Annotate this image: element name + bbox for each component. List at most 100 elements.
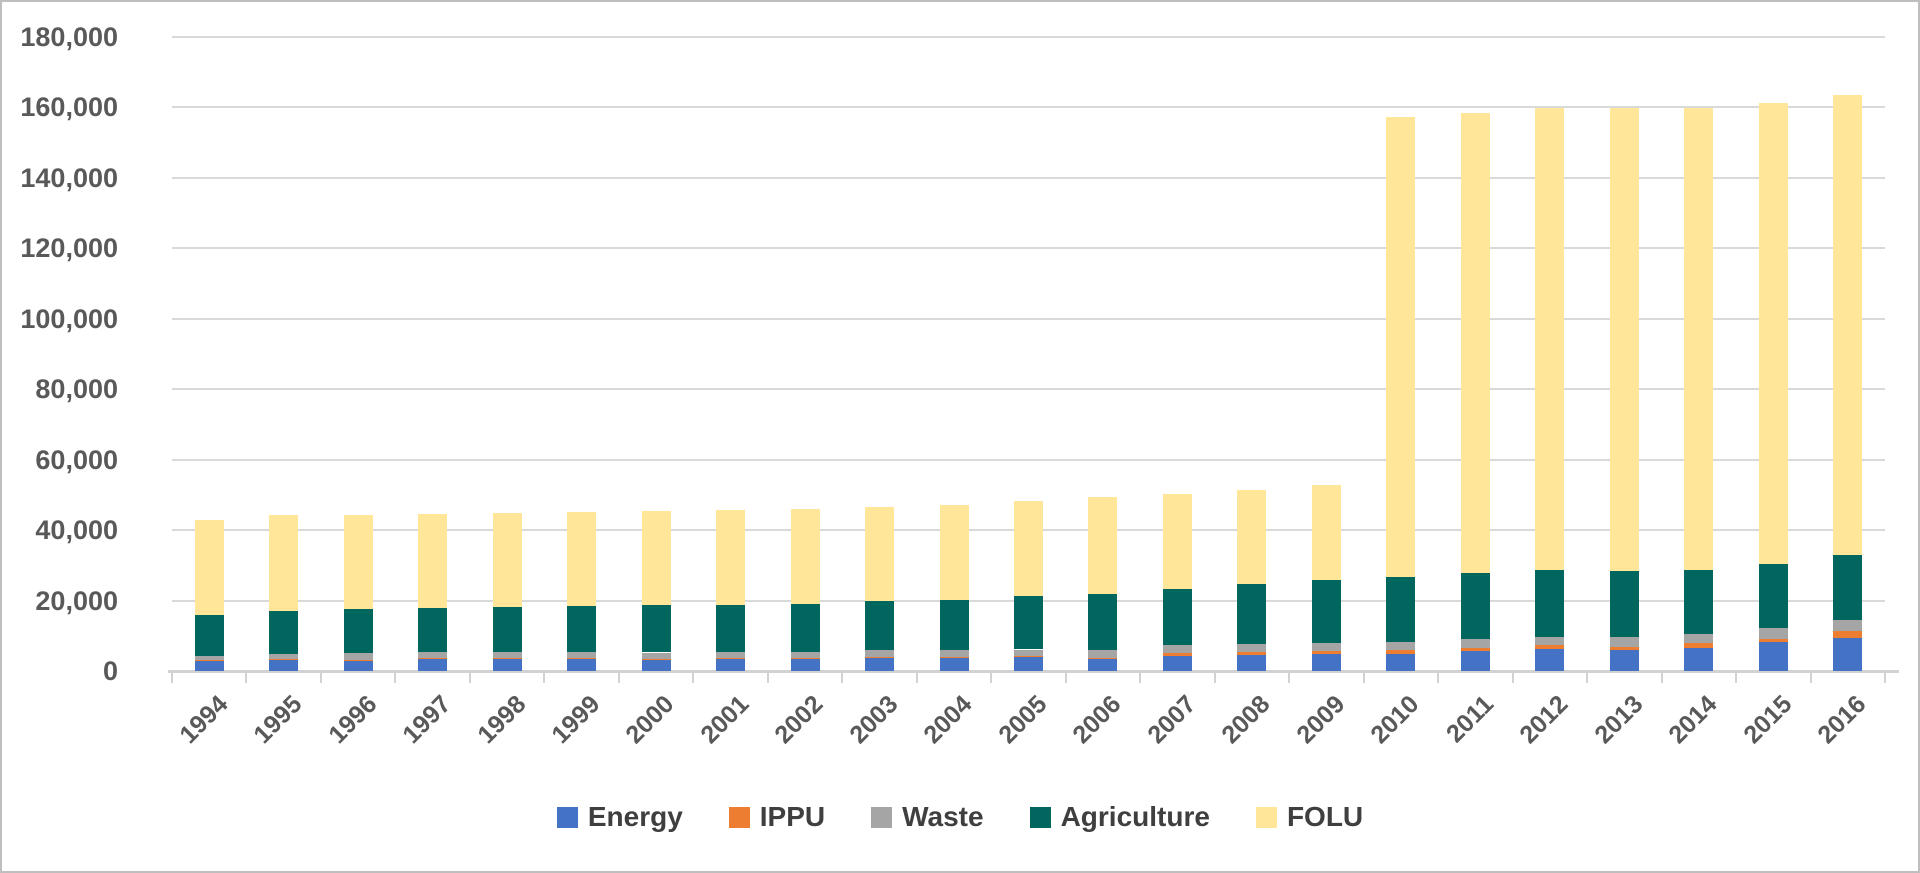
bar-segment-agriculture-2014 [1684,569,1714,634]
bar-segment-ippu-1998 [492,657,522,659]
gridline-80000 [172,388,1885,391]
legend-item-agriculture: Agriculture [1029,801,1210,833]
bar-segment-folu-2007 [1162,494,1192,590]
x-axis-tick [394,671,397,683]
bar-segment-waste-2015 [1758,627,1788,639]
bar-segment-ippu-2013 [1609,647,1639,651]
bar-segment-agriculture-2015 [1758,564,1788,628]
y-axis-label-120000: 120,000 [20,233,118,264]
chart-legend: Energy IPPU Waste Agriculture FOLU [0,795,1920,839]
x-axis-tick [245,671,248,683]
y-axis-label-40000: 40,000 [35,515,118,546]
y-axis-label-80000: 80,000 [35,374,118,405]
bar-segment-agriculture-1995 [269,610,299,654]
bar-segment-waste-2006 [1088,650,1118,658]
bar-segment-waste-2011 [1460,639,1490,648]
bar-segment-waste-2003 [865,650,895,658]
gridline-140000 [172,176,1885,179]
bar-segment-agriculture-2002 [790,603,820,652]
legend-swatch-waste-icon [871,806,893,828]
bar-segment-waste-2008 [1237,644,1267,653]
bar-segment-folu-2005 [1014,500,1043,596]
x-axis-label-2006: 2006 [1067,690,1127,750]
x-axis-tick [1660,671,1663,683]
x-axis-label-1995: 1995 [248,690,308,750]
gridline-160000 [172,106,1885,109]
bar-segment-agriculture-2004 [939,600,969,650]
bar-segment-energy-1994 [194,660,224,671]
bar-segment-ippu-1997 [418,658,448,659]
legend-item-ippu: IPPU [728,801,825,833]
bar-segment-ippu-2000 [641,658,671,660]
x-axis-label-2011: 2011 [1441,690,1500,749]
bar-segment-agriculture-2007 [1162,589,1192,646]
bar-segment-ippu-2005 [1014,656,1043,658]
bar-segment-folu-2015 [1758,102,1788,565]
bar-segment-waste-1996 [343,653,373,661]
bar-segment-agriculture-2008 [1237,584,1267,645]
bar-segment-energy-2015 [1758,641,1788,671]
x-axis-label-2004: 2004 [918,690,978,750]
x-axis-label-1998: 1998 [471,690,531,750]
bar-segment-ippu-1994 [194,660,224,661]
bar-segment-waste-2016 [1833,620,1863,632]
bar-segment-energy-2010 [1386,653,1416,671]
bar-segment-folu-2000 [641,511,671,605]
bar-segment-energy-2001 [716,658,746,671]
x-axis-label-2003: 2003 [844,690,904,750]
bar-segment-ippu-2012 [1535,645,1565,650]
bar-segment-waste-1998 [492,651,522,658]
bar-segment-waste-2014 [1684,633,1714,644]
bar-segment-waste-2012 [1535,636,1565,646]
bar-segment-energy-2006 [1088,658,1118,671]
x-axis-tick [1884,671,1886,683]
y-axis-label-160000: 160,000 [20,92,118,123]
bar-segment-folu-2003 [865,506,895,602]
y-axis-label-140000: 140,000 [20,162,118,193]
bar-segment-ippu-2016 [1833,631,1863,638]
x-axis-label-2001: 2001 [695,690,755,750]
x-axis-label-2008: 2008 [1216,690,1276,750]
bar-segment-waste-1995 [269,653,299,660]
legend-item-energy: Energy [556,801,683,833]
bar-segment-energy-1996 [343,660,373,671]
bar-segment-waste-1994 [194,655,224,661]
bar-segment-folu-2001 [716,510,746,605]
legend-swatch-agriculture-icon [1029,806,1051,828]
y-axis-label-60000: 60,000 [35,444,118,475]
x-axis-label-2007: 2007 [1142,690,1202,750]
bar-segment-agriculture-2010 [1386,576,1416,642]
x-axis-tick [617,671,620,683]
y-axis-label-180000: 180,000 [20,22,118,52]
bar-segment-energy-1999 [567,658,597,671]
bar-segment-waste-2013 [1609,636,1639,648]
y-axis-label-100000: 100,000 [20,303,118,334]
x-axis-label-1996: 1996 [322,690,383,750]
bar-segment-ippu-2002 [790,657,820,659]
bar-segment-agriculture-2001 [716,604,746,653]
x-axis-label-2013: 2013 [1588,690,1649,750]
bar-segment-folu-1999 [567,511,597,607]
bar-segment-folu-1994 [194,519,224,615]
x-axis-label-1994: 1994 [173,690,234,750]
legend-swatch-energy-icon [556,806,578,828]
bar-segment-folu-1997 [418,513,448,609]
bar-segment-folu-2010 [1386,116,1416,577]
x-axis-tick [1735,671,1738,683]
bar-segment-agriculture-2013 [1609,571,1639,637]
legend-label-agriculture: Agriculture [1060,801,1210,832]
x-axis-tick [1511,671,1514,683]
x-axis-label-2016: 2016 [1812,690,1872,750]
bar-segment-folu-1998 [492,512,522,608]
bar-segment-folu-2016 [1833,94,1863,556]
x-axis-tick [692,671,695,683]
bar-segment-ippu-2008 [1237,652,1267,655]
x-axis-tick [1139,671,1142,683]
x-axis-tick [766,671,769,683]
bar-segment-agriculture-2009 [1311,579,1341,644]
x-axis-tick [468,671,471,683]
bar-segment-energy-2008 [1237,655,1267,671]
y-axis-label-20000: 20,000 [35,585,118,616]
bar-segment-ippu-2004 [939,656,969,658]
